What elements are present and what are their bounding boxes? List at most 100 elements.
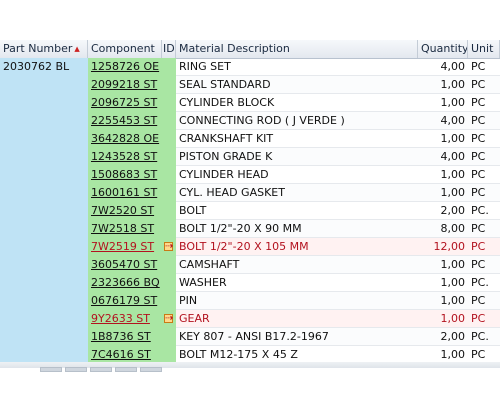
id-cell <box>162 202 176 220</box>
id-cell <box>162 184 176 202</box>
material-description-cell: CRANKSHAFT KIT <box>176 130 418 148</box>
table-row[interactable]: 0676179 ST PIN 1,00 PC <box>0 292 500 310</box>
header-part-number[interactable]: Part Number ▲ <box>0 40 88 58</box>
table-row[interactable]: 2255453 ST CONNECTING ROD ( J VERDE ) 4,00… <box>0 112 500 130</box>
part-number-cell <box>0 292 88 310</box>
quantity-cell: 4,00 <box>418 58 468 76</box>
table-row[interactable]: 7C4616 ST BOLT M12-175 X 45 Z 1,00 PC <box>0 346 500 362</box>
unit-cell: PC. <box>468 202 500 220</box>
component-link[interactable]: 3605470 ST <box>88 256 162 274</box>
unit-cell: PC <box>468 238 500 256</box>
quantity-cell: 4,00 <box>418 148 468 166</box>
part-number-cell <box>0 112 88 130</box>
id-cell <box>162 166 176 184</box>
component-link[interactable]: 2096725 ST <box>88 94 162 112</box>
unit-cell: PC <box>468 292 500 310</box>
material-description-cell: GEAR <box>176 310 418 328</box>
id-cell <box>162 58 176 76</box>
material-description-cell: RING SET <box>176 58 418 76</box>
material-description-cell: CYLINDER HEAD <box>176 166 418 184</box>
unit-cell: PC <box>468 94 500 112</box>
part-number-cell <box>0 184 88 202</box>
component-link[interactable]: 2255453 ST <box>88 112 162 130</box>
quantity-cell: 1,00 <box>418 76 468 94</box>
scrollbar-thumbs[interactable] <box>40 362 190 372</box>
component-link[interactable]: 2323666 BQ <box>88 274 162 292</box>
table-row[interactable]: 1B8736 ST KEY 807 - ANSI B17.2-1967 2,00 PC… <box>0 328 500 346</box>
table-row[interactable]: 1243528 ST PISTON GRADE K 4,00 PC <box>0 148 500 166</box>
component-link[interactable]: 9Y2633 ST <box>88 310 162 328</box>
component-link[interactable]: 2099218 ST <box>88 76 162 94</box>
component-link[interactable]: 1243528 ST <box>88 148 162 166</box>
quantity-cell: 1,00 <box>418 130 468 148</box>
table-row[interactable]: 3642828 OE CRANKSHAFT KIT 1,00 PC <box>0 130 500 148</box>
component-link[interactable]: 7C4616 ST <box>88 346 162 362</box>
component-link[interactable]: 1B8736 ST <box>88 328 162 346</box>
header-unit[interactable]: Unit <box>468 40 500 58</box>
table-row[interactable]: 2099218 ST SEAL STANDARD 1,00 PC <box>0 76 500 94</box>
id-cell <box>162 220 176 238</box>
unit-cell: PC <box>468 148 500 166</box>
id-cell <box>162 148 176 166</box>
unit-cell: PC. <box>468 274 500 292</box>
header-material-description[interactable]: Material Description <box>176 40 418 58</box>
id-cell <box>162 346 176 362</box>
table-row[interactable]: 1600161 ST CYL. HEAD GASKET 1,00 PC <box>0 184 500 202</box>
part-number-cell <box>0 130 88 148</box>
part-number-cell <box>0 202 88 220</box>
quantity-cell: 12,00 <box>418 238 468 256</box>
table-row[interactable]: 2030762 BL 1258726 OE RING SET 4,00 PC <box>0 58 500 76</box>
unit-cell: PC <box>468 166 500 184</box>
part-number-cell[interactable]: 2030762 BL <box>0 58 88 76</box>
sort-ascending-icon: ▲ <box>74 45 80 53</box>
table-row[interactable]: 2096725 ST CYLINDER BLOCK 1,00 PC <box>0 94 500 112</box>
component-link[interactable]: 1508683 ST <box>88 166 162 184</box>
quantity-cell: 2,00 <box>418 202 468 220</box>
material-description-cell: KEY 807 - ANSI B17.2-1967 <box>176 328 418 346</box>
substitute-arrow-icon[interactable] <box>163 238 175 256</box>
id-cell <box>162 310 176 328</box>
unit-cell: PC <box>468 130 500 148</box>
table-row[interactable]: 3605470 ST CAMSHAFT 1,00 PC <box>0 256 500 274</box>
part-number-cell <box>0 346 88 362</box>
table-row[interactable]: 7W2518 ST BOLT 1/2"-20 X 90 MM 8,00 PC <box>0 220 500 238</box>
material-description-cell: CYL. HEAD GASKET <box>176 184 418 202</box>
bom-grid: Part Number ▲ Component ID Material Descr… <box>0 40 500 362</box>
id-cell <box>162 94 176 112</box>
component-link[interactable]: 7W2519 ST <box>88 238 162 256</box>
id-cell <box>162 130 176 148</box>
substitute-arrow-icon[interactable] <box>163 310 175 328</box>
quantity-cell: 1,00 <box>418 346 468 362</box>
table-row[interactable]: 2323666 BQ WASHER 1,00 PC. <box>0 274 500 292</box>
component-link[interactable]: 0676179 ST <box>88 292 162 310</box>
part-number-cell <box>0 220 88 238</box>
id-cell <box>162 238 176 256</box>
material-description-cell: BOLT 1/2"-20 X 90 MM <box>176 220 418 238</box>
horizontal-scrollbar[interactable] <box>0 362 500 368</box>
part-number-cell <box>0 328 88 346</box>
material-description-cell: CYLINDER BLOCK <box>176 94 418 112</box>
unit-cell: PC <box>468 220 500 238</box>
component-link[interactable]: 7W2520 ST <box>88 202 162 220</box>
component-link[interactable]: 1258726 OE <box>88 58 162 76</box>
id-cell <box>162 76 176 94</box>
table-row[interactable]: 1508683 ST CYLINDER HEAD 1,00 PC <box>0 166 500 184</box>
material-description-cell: CAMSHAFT <box>176 256 418 274</box>
component-link[interactable]: 7W2518 ST <box>88 220 162 238</box>
unit-cell: PC. <box>468 328 500 346</box>
unit-cell: PC <box>468 184 500 202</box>
quantity-cell: 2,00 <box>418 328 468 346</box>
quantity-cell: 1,00 <box>418 256 468 274</box>
component-link[interactable]: 3642828 OE <box>88 130 162 148</box>
header-component[interactable]: Component <box>88 40 162 58</box>
id-cell <box>162 274 176 292</box>
part-number-cell <box>0 166 88 184</box>
header-quantity[interactable]: Quantity <box>418 40 468 58</box>
component-link[interactable]: 1600161 ST <box>88 184 162 202</box>
table-row[interactable]: 7W2520 ST BOLT 2,00 PC. <box>0 202 500 220</box>
id-cell <box>162 328 176 346</box>
header-part-number-label: Part Number <box>3 42 73 55</box>
header-id[interactable]: ID <box>162 40 176 58</box>
